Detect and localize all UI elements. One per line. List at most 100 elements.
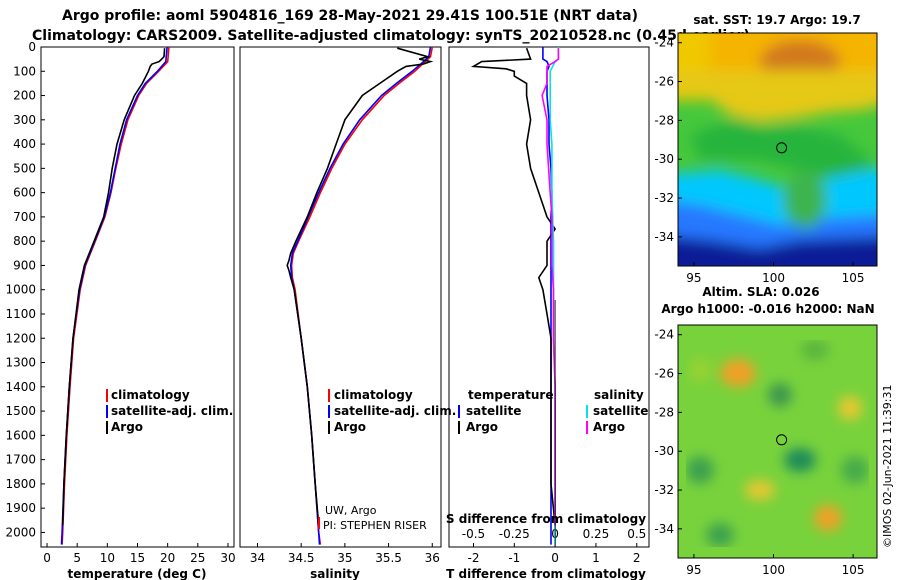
depth-tick-label: 1200 (5, 331, 36, 345)
salinity-x-tick-label: 35 (337, 551, 352, 565)
depth-tick-label: 1000 (5, 283, 36, 297)
sla-low-2 (784, 448, 816, 472)
legend-label-satellite: satellite-adj. clim. (111, 404, 233, 418)
temperature-x-axis: 0 5 10 15 20 25 30 (43, 543, 236, 565)
sst-lon-label: 105 (842, 271, 865, 285)
temperature-x-tick-label: 25 (190, 551, 205, 565)
depth-tick-label: 300 (13, 113, 36, 127)
legend-label-sal-satellite: satellite (593, 404, 648, 418)
sla-low-6 (801, 340, 829, 360)
s-diff-x-tick-label: 0.5 (627, 527, 646, 541)
legend-swatch-climatology (106, 389, 108, 402)
sla-lon-label: 100 (762, 563, 785, 577)
annotation-institution: UW, Argo (325, 504, 377, 517)
depth-tick-label: 1600 (5, 428, 36, 442)
salinity-legend: climatology satellite-adj. clim. Argo (328, 388, 456, 434)
depth-tick-label: 1100 (5, 307, 36, 321)
salinity-x-label: salinity (310, 567, 360, 580)
depth-tick-label: 2000 (5, 525, 36, 539)
difference-legend: temperature satellite Argo salinity sate… (458, 388, 648, 434)
sla-high-2 (814, 505, 842, 531)
sla-map-title-line1: Altim. SLA: 0.026 (702, 285, 819, 299)
salinity-x-tick-label: 35.5 (375, 551, 402, 565)
t-diff-x-tick-label: 1 (592, 551, 600, 565)
sla-lon-label: 105 (842, 563, 865, 577)
sst-map-image (678, 33, 877, 266)
legend-group-temperature: temperature (468, 388, 553, 402)
salinity-x-tick-label: 36 (425, 551, 440, 565)
sst-lat-label: -32 (654, 191, 674, 205)
sst-lat-label: -24 (654, 36, 674, 50)
sla-map-frame (677, 324, 878, 559)
salinity-series (286, 47, 434, 545)
sla-map-title-line2: Argo h1000: -0.016 h2000: NaN (661, 302, 874, 316)
salinity-panel-frame (239, 46, 442, 548)
sla-lat-label: -32 (654, 483, 674, 497)
sla-low-4 (706, 523, 734, 547)
temperature-x-tick-label: 10 (100, 551, 115, 565)
salinity-panel: 34 34.5 35 35.5 36 salinity climatology sate… (239, 46, 456, 580)
legend-label-climatology: climatology (111, 388, 190, 402)
temperature-argo-line (61, 48, 166, 526)
legend-label-temp-satellite: satellite (466, 404, 521, 418)
temperature-x-tick-label: 15 (130, 551, 145, 565)
depth-tick-label: 0 (28, 40, 36, 54)
legend-swatch-argo (106, 421, 108, 434)
depth-tick-label: 1900 (5, 501, 36, 515)
sla-lat-label: -24 (654, 328, 674, 342)
legend-swatch-sal-satellite (586, 405, 588, 418)
depth-tick-label: 200 (13, 89, 36, 103)
sla-field-base (678, 325, 877, 558)
legend-label-satellite: satellite-adj. clim. (334, 404, 456, 418)
salinity-argo-line (286, 47, 434, 526)
sst-map-title: sat. SST: 19.7 Argo: 19.7 (693, 13, 860, 27)
sst-green-tongue (783, 172, 827, 228)
sla-low-5 (841, 456, 869, 484)
s-diff-x-tick-label: 0.25 (583, 527, 610, 541)
legend-group-salinity: salinity (594, 388, 644, 402)
sst-deep-blue (678, 236, 877, 266)
depth-tick-label: 800 (13, 234, 36, 248)
annotation-marker (318, 517, 320, 529)
sst-lon-label: 100 (762, 271, 785, 285)
sla-lat-label: -34 (654, 522, 674, 536)
sst-lat-label: -30 (654, 152, 674, 166)
figure-title-line2: Climatology: CARS2009. Satellite-adjuste… (32, 28, 750, 44)
legend-label-sal-argo: Argo (593, 420, 625, 434)
depth-tick-label: 1800 (5, 477, 36, 491)
depth-tick-label: 1700 (5, 453, 36, 467)
legend-swatch-satellite (328, 405, 330, 418)
sla-field (686, 340, 869, 547)
legend-swatch-argo (328, 421, 330, 434)
salinity-x-tick-label: 34 (250, 551, 265, 565)
depth-axis: 0 100 200 300 400 500 600 700 800 900 1000 1100 1200… (5, 40, 45, 539)
diff-temperature-argo-line (470, 47, 557, 526)
depth-tick-label: 900 (13, 258, 36, 272)
depth-tick-label: 100 (13, 64, 36, 78)
sla-mid-1 (690, 358, 710, 382)
temperature-x-tick-label: 5 (73, 551, 81, 565)
depth-tick-label: 1500 (5, 404, 36, 418)
sla-map-panel: Altim. SLA: 0.026 Argo h1000: -0.016 h20… (654, 285, 878, 577)
t-diff-x-tick-label: 0 (551, 551, 559, 565)
credit-stamp: ©IMOS 02-Jun-2021 11:39:31 (881, 384, 894, 548)
t-diff-x-tick-label: 2 (633, 551, 641, 565)
sla-low-3 (686, 456, 714, 484)
sst-lat-label: -28 (654, 113, 674, 127)
sla-map-image (678, 325, 877, 558)
legend-swatch-temp-satellite (458, 405, 460, 418)
s-difference-x-axis: -0.5 -0.25 0 0.25 0.5 (462, 527, 647, 541)
legend-swatch-satellite (106, 405, 108, 418)
sst-field (678, 33, 877, 266)
sst-lon-label: 95 (686, 271, 701, 285)
s-diff-x-tick-label: -0.25 (499, 527, 530, 541)
legend-label-argo: Argo (334, 420, 366, 434)
depth-tick-label: 1400 (5, 380, 36, 394)
t-difference-x-axis: -2 -1 0 1 2 (468, 543, 641, 565)
difference-panel: -2 -1 0 1 2 -0.5 -0.25 0 0.25 0.5 T difference f… (446, 46, 650, 580)
legend-label-climatology: climatology (334, 388, 413, 402)
sla-lat-label: -28 (654, 405, 674, 419)
s-difference-x-label: S difference from climatology (446, 512, 646, 526)
legend-swatch-temp-argo (458, 421, 460, 434)
